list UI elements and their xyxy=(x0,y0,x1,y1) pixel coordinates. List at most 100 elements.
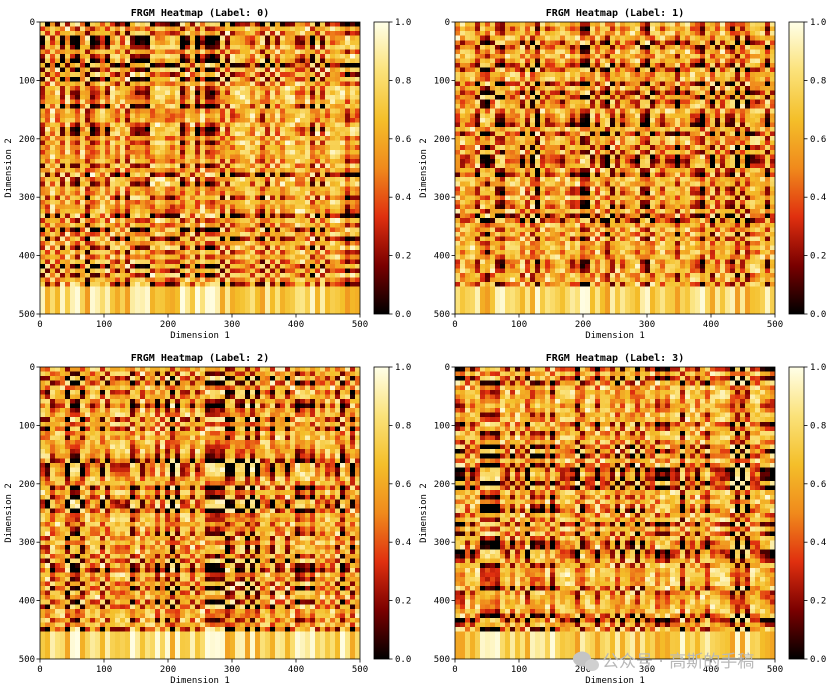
x-tick-label: 500 xyxy=(767,665,783,675)
watermark: 公众号 · 高斯的手稿 xyxy=(573,651,754,672)
colorbar-tick-label: 0.2 xyxy=(395,597,411,607)
y-tick-label: 400 xyxy=(19,252,35,262)
x-tick-label: 100 xyxy=(96,665,112,675)
y-tick-label: 500 xyxy=(19,655,35,665)
axes-frame-2 xyxy=(39,366,361,660)
x-tick-label: 0 xyxy=(452,320,457,330)
y-tick-label: 300 xyxy=(19,538,35,548)
colorbar-tick-label: 0.4 xyxy=(810,193,826,203)
x-tick-label: 500 xyxy=(767,320,783,330)
colorbar-tick-label: 0.0 xyxy=(395,310,411,320)
y-tick-label: 200 xyxy=(19,135,35,145)
colorbar-tick-label: 0.6 xyxy=(395,135,411,145)
axes-frame-0 xyxy=(39,21,361,315)
colorbar-tick-label: 1.0 xyxy=(395,18,411,28)
y-axis-label: Dimension 2 xyxy=(419,483,429,543)
colorbar-0 xyxy=(373,21,390,315)
x-tick-label: 300 xyxy=(224,320,240,330)
wechat-icon xyxy=(573,651,599,671)
x-tick-label: 400 xyxy=(703,320,719,330)
y-tick-label: 400 xyxy=(434,597,450,607)
y-tick-label: 400 xyxy=(434,252,450,262)
y-tick-label: 0 xyxy=(445,18,450,28)
colorbar-tick-label: 1.0 xyxy=(395,363,411,373)
y-tick-label: 0 xyxy=(30,363,35,373)
x-axis-label: Dimension 1 xyxy=(585,676,645,686)
x-tick-label: 300 xyxy=(639,665,655,675)
colorbar-tick-label: 0.8 xyxy=(810,421,826,431)
axes-frame-3 xyxy=(454,366,776,660)
x-tick-label: 100 xyxy=(511,320,527,330)
y-tick-label: 100 xyxy=(434,421,450,431)
heatmap-panel-1: FRGM Heatmap (Label: 1)0 100 200 300 400 5000… xyxy=(419,8,826,341)
y-axis-label: Dimension 2 xyxy=(419,138,429,198)
x-tick-label: 100 xyxy=(96,320,112,330)
colorbar-tick-label: 0.0 xyxy=(810,310,826,320)
y-tick-label: 100 xyxy=(19,76,35,86)
axes-frame-1 xyxy=(454,21,776,315)
y-tick-label: 300 xyxy=(434,193,450,203)
colorbar-tick-label: 0.6 xyxy=(810,135,826,145)
x-tick-label: 200 xyxy=(160,665,176,675)
y-tick-label: 100 xyxy=(19,421,35,431)
colorbar-tick-label: 0.8 xyxy=(395,76,411,86)
x-tick-label: 500 xyxy=(352,665,368,675)
colorbar-tick-label: 0.0 xyxy=(395,655,411,665)
heatmap-image-2 xyxy=(40,367,360,659)
colorbar-tick-label: 0.2 xyxy=(395,252,411,262)
colorbar-tick-label: 0.4 xyxy=(395,538,411,548)
x-axis-label: Dimension 1 xyxy=(170,676,230,686)
x-axis-label: Dimension 1 xyxy=(170,331,230,341)
y-tick-label: 500 xyxy=(434,310,450,320)
y-axis-label: Dimension 2 xyxy=(4,138,14,198)
x-tick-label: 400 xyxy=(703,665,719,675)
x-tick-label: 500 xyxy=(352,320,368,330)
chart-title-1: FRGM Heatmap (Label: 1) xyxy=(546,8,684,19)
y-tick-label: 200 xyxy=(19,480,35,490)
x-tick-label: 200 xyxy=(575,320,591,330)
colorbar-tick-label: 1.0 xyxy=(810,18,826,28)
y-tick-label: 400 xyxy=(19,597,35,607)
colorbar-2 xyxy=(373,366,390,660)
colorbar-tick-label: 0.0 xyxy=(810,655,826,665)
x-tick-label: 100 xyxy=(511,665,527,675)
y-axis-label: Dimension 2 xyxy=(4,483,14,543)
heatmap-panel-2: FRGM Heatmap (Label: 2)0 100 200 300 400 5000… xyxy=(4,353,411,686)
colorbar-tick-label: 0.6 xyxy=(810,480,826,490)
x-tick-label: 200 xyxy=(575,665,591,675)
chart-title-2: FRGM Heatmap (Label: 2) xyxy=(131,353,269,364)
y-tick-label: 300 xyxy=(19,193,35,203)
x-axis-label: Dimension 1 xyxy=(585,331,645,341)
heatmap-panel-0: FRGM Heatmap (Label: 0)0 100 200 300 400 5000… xyxy=(4,8,411,341)
x-tick-label: 300 xyxy=(639,320,655,330)
heatmap-image-0 xyxy=(40,22,360,314)
y-tick-label: 200 xyxy=(434,480,450,490)
x-tick-label: 0 xyxy=(37,665,42,675)
colorbar-tick-label: 0.4 xyxy=(810,538,826,548)
y-tick-label: 0 xyxy=(445,363,450,373)
x-tick-label: 400 xyxy=(288,665,304,675)
colorbar-tick-label: 1.0 xyxy=(810,363,826,373)
colorbar-tick-label: 0.8 xyxy=(810,76,826,86)
y-tick-label: 500 xyxy=(19,310,35,320)
colorbar-3 xyxy=(788,366,805,660)
colorbar-tick-label: 0.6 xyxy=(395,480,411,490)
y-tick-label: 300 xyxy=(434,538,450,548)
x-tick-label: 0 xyxy=(452,665,457,675)
x-tick-label: 400 xyxy=(288,320,304,330)
chart-title-3: FRGM Heatmap (Label: 3) xyxy=(546,353,684,364)
colorbar-tick-label: 0.4 xyxy=(395,193,411,203)
colorbar-1 xyxy=(788,21,805,315)
x-tick-label: 0 xyxy=(37,320,42,330)
heatmap-panel-3: FRGM Heatmap (Label: 3)0 100 200 300 400 5000… xyxy=(419,353,826,686)
watermark-text: 公众号 · 高斯的手稿 xyxy=(602,652,754,672)
heatmap-image-1 xyxy=(455,22,775,314)
y-tick-label: 100 xyxy=(434,76,450,86)
heatmap-image-3 xyxy=(455,367,775,659)
x-tick-label: 300 xyxy=(224,665,240,675)
colorbar-tick-label: 0.2 xyxy=(810,252,826,262)
y-tick-label: 500 xyxy=(434,655,450,665)
y-tick-label: 200 xyxy=(434,135,450,145)
colorbar-tick-label: 0.8 xyxy=(395,421,411,431)
